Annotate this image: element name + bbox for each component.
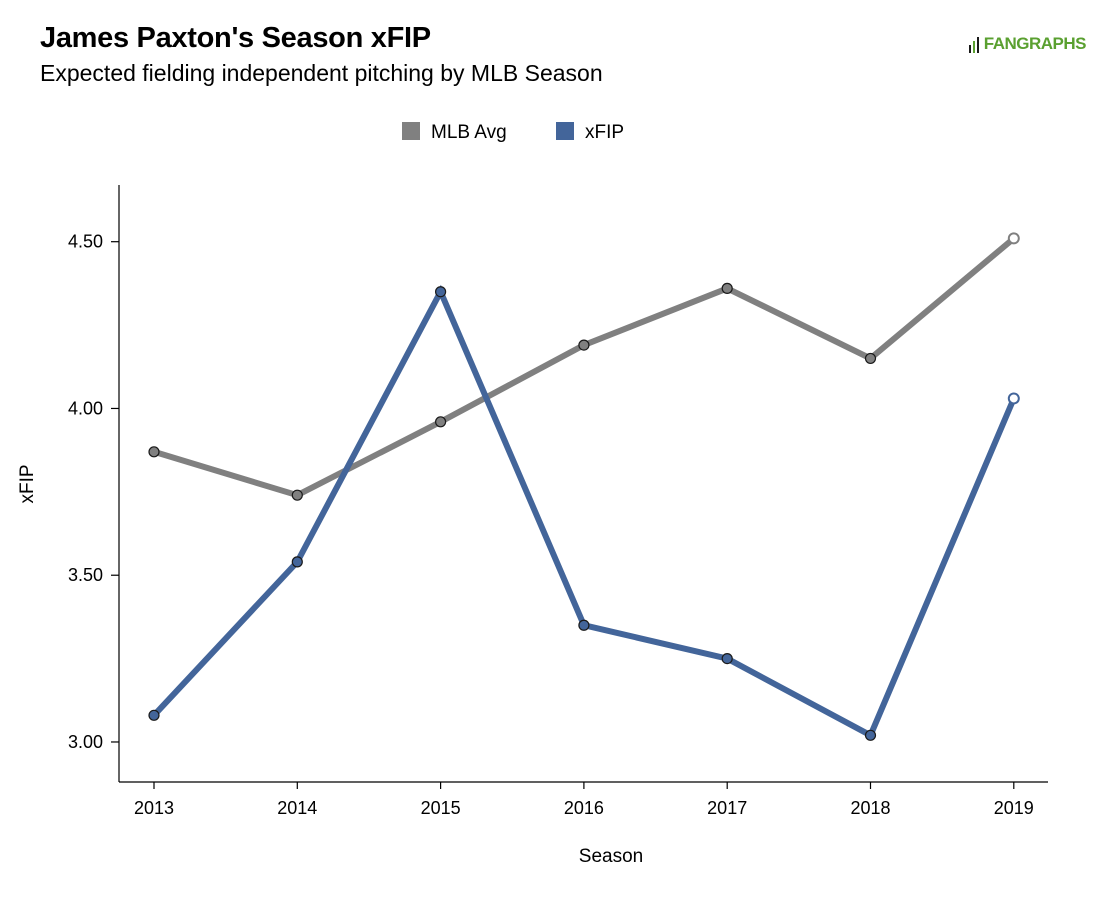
data-point[interactable]: [1007, 232, 1020, 245]
x-tick-label: 2016: [564, 798, 604, 818]
fangraphs-logo-text: FANGRAPHS: [983, 34, 1087, 53]
chart-title: James Paxton's Season xFIP: [40, 22, 431, 54]
x-axis-label: Season: [579, 846, 643, 867]
y-tick-label: 3.50: [68, 565, 103, 585]
x-tick-label: 2019: [994, 798, 1034, 818]
x-tick-label: 2015: [421, 798, 461, 818]
data-point[interactable]: [721, 282, 733, 294]
series-line: [151, 284, 1017, 740]
data-point[interactable]: [148, 446, 160, 458]
y-axis-label: xFIP: [17, 464, 38, 503]
series-layer: [148, 232, 1020, 741]
series-line: [153, 236, 1016, 499]
x-tick-label: 2013: [134, 798, 174, 818]
fangraphs-logo: FANGRAPHS: [968, 34, 1087, 54]
y-tick-label: 4.50: [68, 232, 103, 252]
data-point[interactable]: [578, 619, 590, 631]
y-axis-ticks: 3.00 3.50 4.00 4.50: [68, 232, 119, 752]
x-tick-label: 2014: [277, 798, 317, 818]
data-point[interactable]: [148, 709, 160, 721]
data-point[interactable]: [291, 556, 303, 568]
y-tick-label: 4.00: [68, 398, 103, 418]
data-point[interactable]: [864, 729, 877, 741]
y-tick-label: 3.00: [68, 732, 103, 752]
x-axis-ticks: 2013 2014 2015 2016 2017 2018 2019: [134, 782, 1034, 818]
data-point[interactable]: [435, 416, 447, 428]
fangraphs-logo-icon: [968, 37, 979, 53]
data-point[interactable]: [291, 489, 303, 501]
series-mlb-avg: [148, 232, 1020, 501]
legend-swatch: [402, 122, 420, 140]
x-tick-label: 2018: [850, 798, 890, 818]
series-xfip: [148, 284, 1020, 741]
data-point[interactable]: [864, 352, 877, 365]
x-tick-label: 2017: [707, 798, 747, 818]
legend-label: xFIP: [585, 122, 624, 143]
chart-subtitle: Expected fielding independent pitching b…: [40, 60, 603, 86]
legend-label: MLB Avg: [431, 122, 507, 143]
data-point[interactable]: [721, 652, 733, 665]
legend-swatch: [556, 122, 574, 140]
legend: MLB Avg xFIP: [402, 122, 624, 143]
data-point[interactable]: [578, 339, 590, 351]
data-point[interactable]: [435, 286, 447, 298]
data-point[interactable]: [1007, 392, 1020, 405]
